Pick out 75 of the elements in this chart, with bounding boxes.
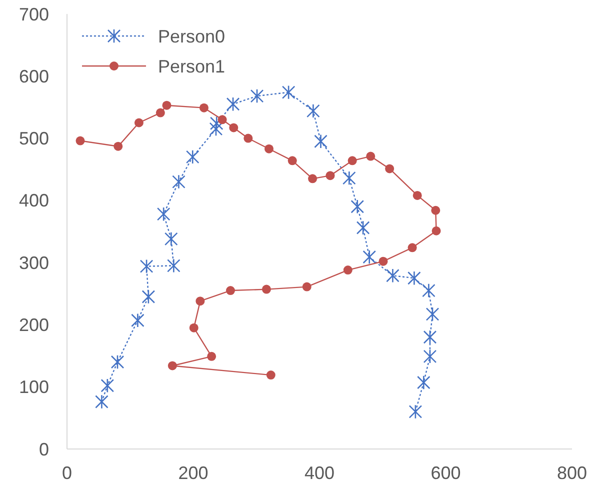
- point: [207, 352, 216, 361]
- point: [412, 190, 422, 200]
- x-tick-label: 0: [62, 463, 72, 483]
- point: [100, 378, 114, 393]
- point: [134, 118, 144, 128]
- point: [167, 258, 180, 273]
- point: [244, 134, 253, 143]
- point: [288, 156, 297, 166]
- point: [218, 115, 227, 124]
- point: [386, 268, 400, 283]
- point: [264, 144, 274, 154]
- point: [156, 108, 165, 118]
- point: [432, 226, 441, 236]
- point: [114, 142, 123, 151]
- point: [164, 232, 178, 246]
- point: [385, 164, 394, 174]
- y-tick-label: 600: [18, 66, 49, 86]
- point: [189, 323, 198, 332]
- point: [156, 206, 170, 222]
- x-tick-label: 800: [556, 463, 588, 483]
- point: [417, 375, 430, 390]
- point: [306, 104, 320, 118]
- point: [95, 394, 108, 410]
- point: [172, 174, 186, 190]
- point: [326, 171, 335, 180]
- point: [226, 96, 240, 112]
- legend-label: Person0: [158, 26, 226, 46]
- point: [422, 283, 436, 298]
- point: [423, 349, 437, 364]
- y-tick-label: 0: [38, 439, 49, 460]
- point: [266, 370, 276, 380]
- point: [282, 85, 296, 100]
- point: [131, 313, 144, 328]
- y-tick-label: 700: [18, 4, 49, 24]
- point: [408, 404, 422, 419]
- point: [209, 122, 223, 136]
- y-tick-label: 300: [18, 252, 49, 273]
- point: [408, 243, 417, 252]
- x-tick-label: 600: [430, 463, 461, 483]
- point: [314, 134, 328, 149]
- point: [226, 286, 235, 296]
- point: [199, 103, 208, 112]
- point: [348, 156, 357, 166]
- point: [408, 270, 421, 286]
- point: [140, 259, 154, 274]
- y-tick-label: 200: [18, 315, 49, 336]
- legend-label: Person1: [158, 56, 226, 76]
- y-tick-label: 100: [18, 377, 49, 398]
- point: [142, 290, 156, 304]
- point: [210, 116, 224, 131]
- x-tick-label: 200: [178, 463, 208, 483]
- point: [423, 330, 437, 344]
- point: [431, 206, 440, 215]
- point: [366, 152, 376, 161]
- point: [426, 306, 440, 322]
- point: [76, 136, 85, 146]
- point: [168, 361, 177, 370]
- point: [302, 282, 312, 292]
- point: [162, 100, 172, 110]
- point: [343, 266, 352, 275]
- y-tick-label: 400: [18, 190, 49, 211]
- point: [110, 354, 124, 370]
- y-tick-label: 500: [18, 128, 49, 149]
- point: [262, 284, 271, 294]
- x-tick-label: 400: [304, 463, 335, 483]
- point: [250, 88, 264, 104]
- point: [308, 174, 318, 184]
- point: [362, 250, 376, 264]
- point: [196, 296, 205, 306]
- point: [356, 220, 370, 236]
- point: [229, 123, 238, 132]
- point: [350, 199, 364, 214]
- point: [342, 170, 356, 186]
- point: [186, 150, 200, 164]
- point: [378, 256, 388, 266]
